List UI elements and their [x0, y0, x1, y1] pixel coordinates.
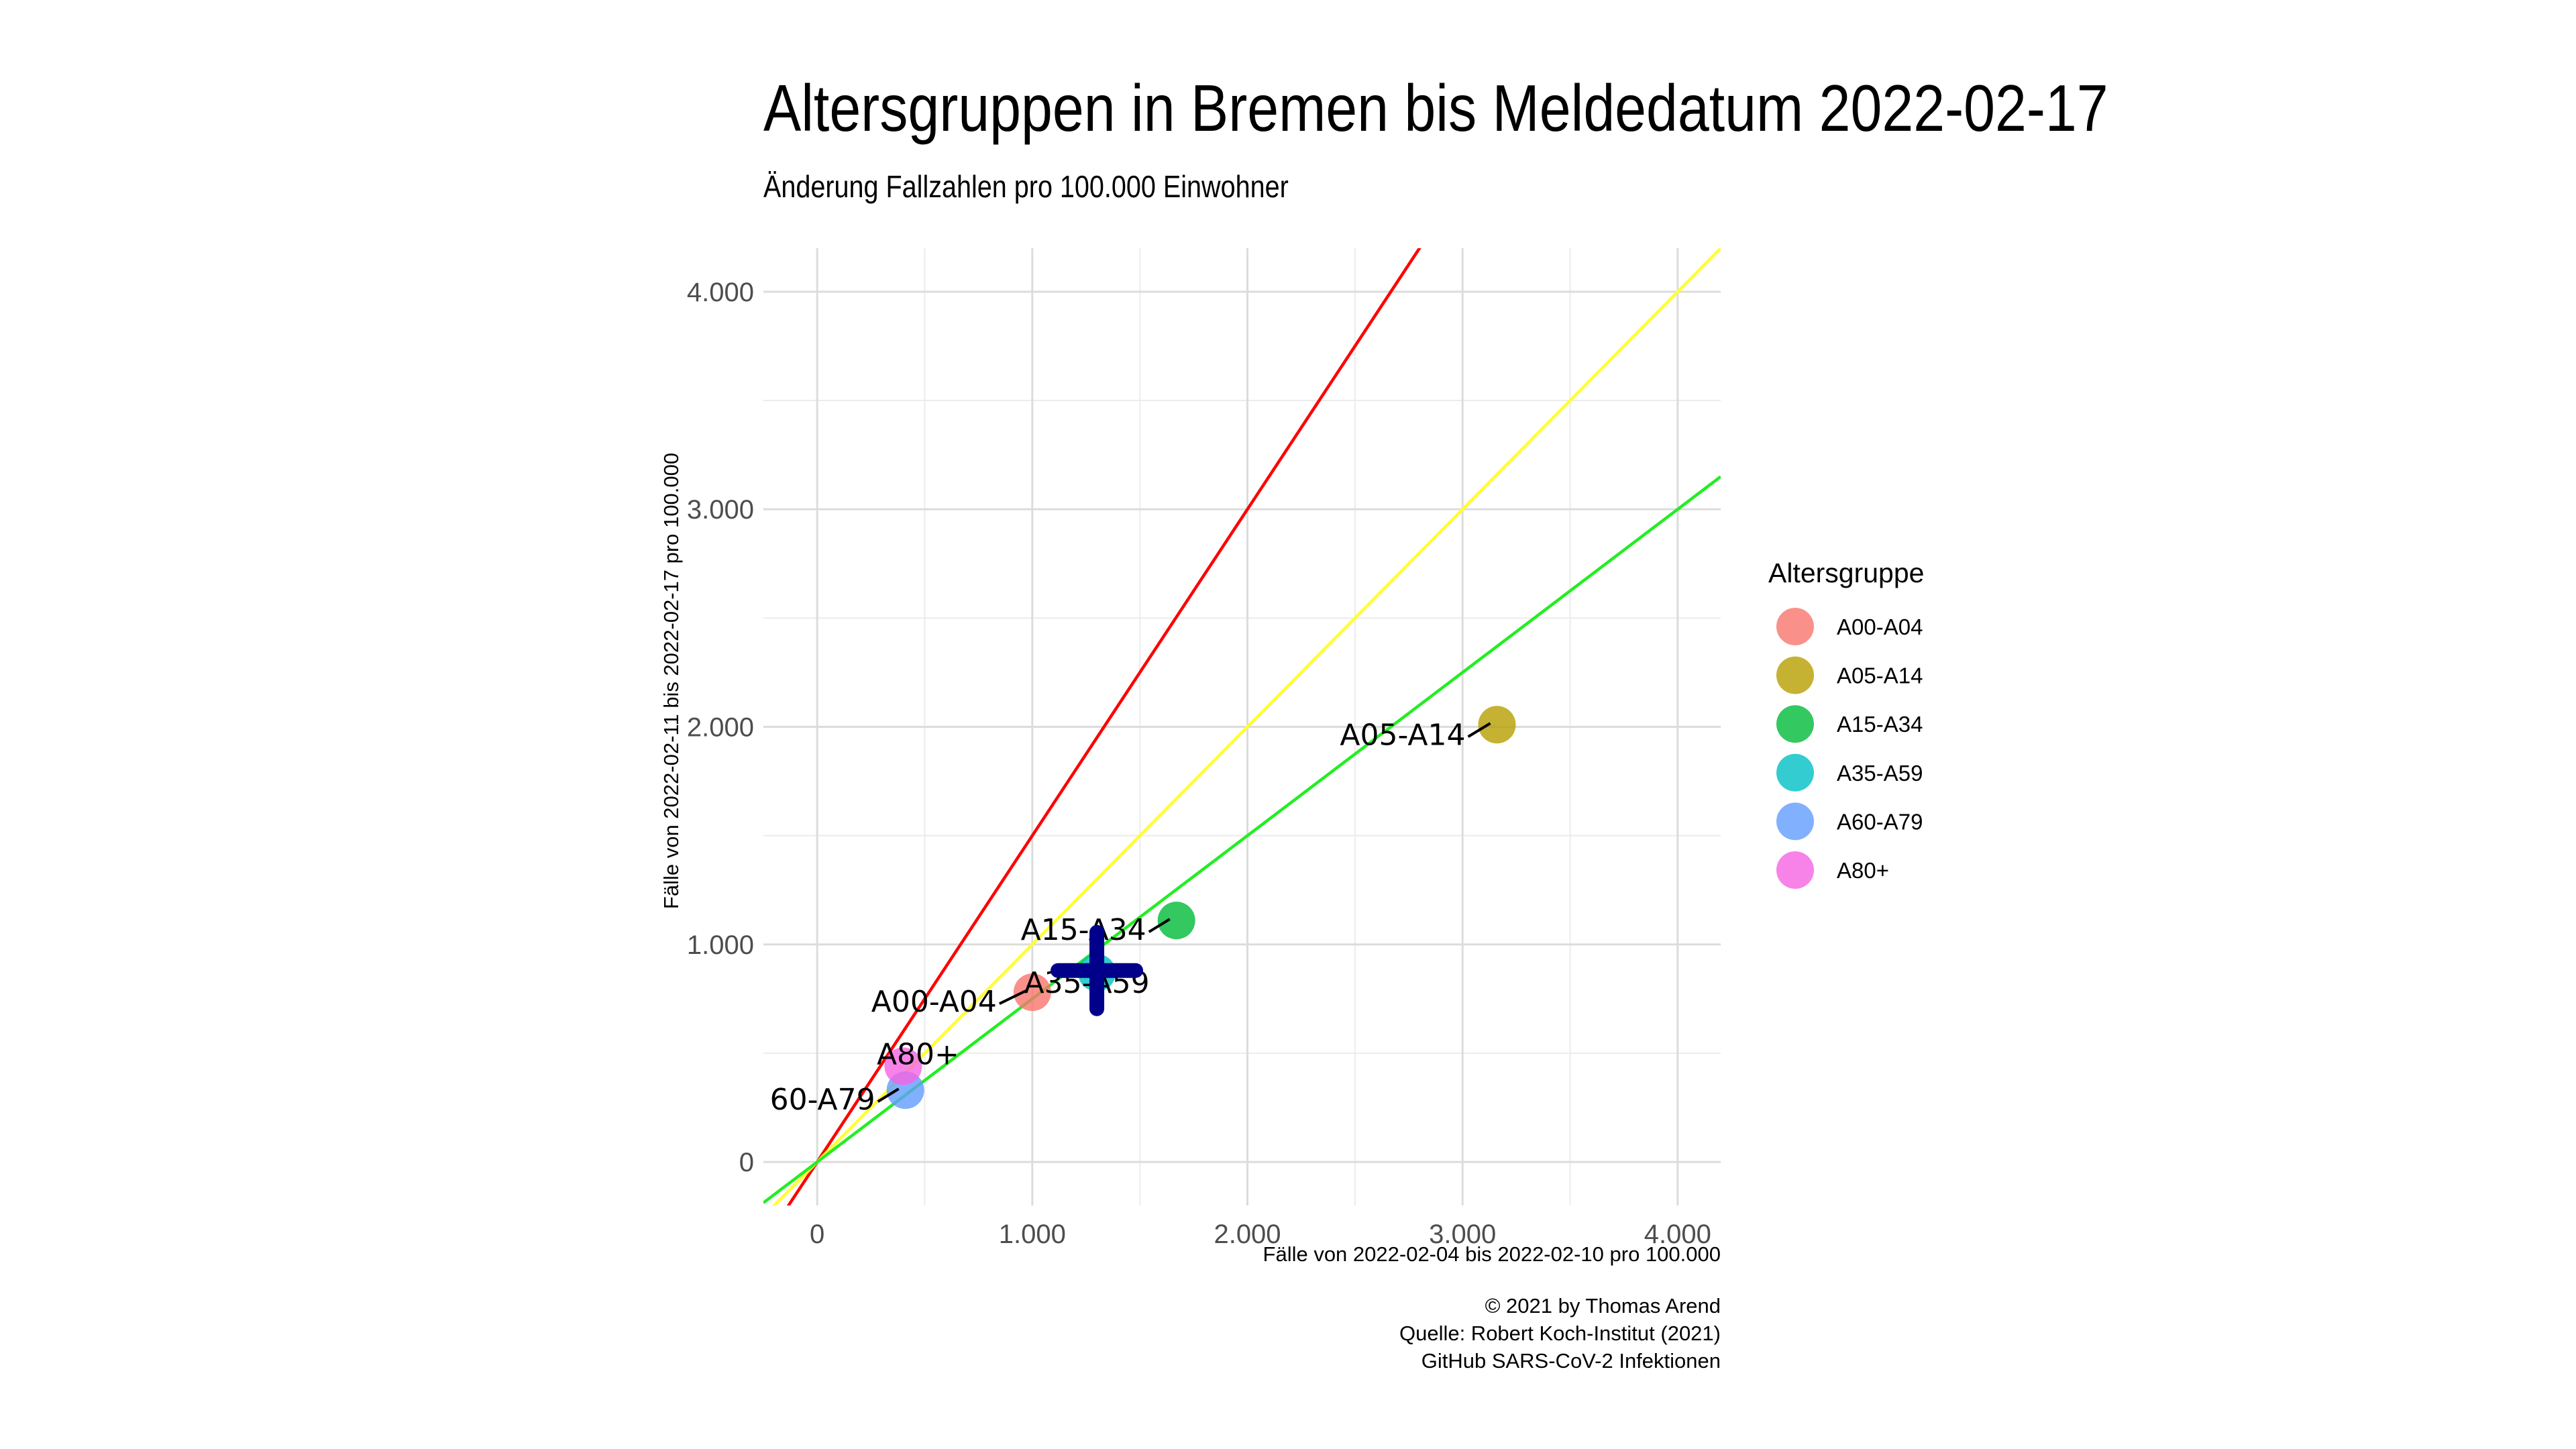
point-label: 60-A79: [770, 1083, 875, 1117]
y-tick-label: 4.000: [687, 278, 754, 307]
legend-key: [1776, 705, 1814, 743]
data-point: [1478, 706, 1516, 744]
legend-label: A05-A14: [1837, 663, 1923, 688]
y-tick-label: 2.000: [687, 713, 754, 743]
label-leader-line: [1467, 722, 1491, 738]
label-leader-line: [877, 1087, 900, 1103]
y-axis-ticks: 0 1.000 2.000 3.000 4.000: [687, 278, 754, 1177]
grid: [763, 248, 1721, 1205]
reference-line: [763, 475, 1721, 1204]
chart-subtitle: Änderung Fallzahlen pro 100.000 Einwohne…: [763, 170, 1289, 204]
x-axis-title: Fälle von 2022-02-04 bis 2022-02-10 pro …: [1263, 1242, 1721, 1266]
data-point: [1013, 973, 1051, 1012]
y-tick-label: 1.000: [687, 930, 754, 960]
legend-label: A60-A79: [1837, 809, 1923, 834]
overall-marker: [1051, 924, 1144, 1016]
point-label: A00-A04: [871, 985, 997, 1019]
legend: Altersgruppe A00-A04 A05-A14 A15-A34 A35-A5…: [1768, 557, 1924, 889]
point-label: A05-A14: [1340, 718, 1465, 752]
reference-line: [771, 248, 1721, 1205]
y-tick-label: 0: [739, 1148, 754, 1177]
label-leader-line: [1148, 918, 1171, 933]
caption-line-1: © 2021 by Thomas Arend: [1485, 1294, 1721, 1318]
point-label: A80+: [877, 1037, 959, 1071]
label-leader-line: [998, 989, 1026, 1005]
y-axis-title: Fälle von 2022-02-11 bis 2022-02-17 pro …: [659, 453, 683, 909]
legend-label: A35-A59: [1837, 761, 1923, 786]
legend-key: [1776, 753, 1814, 792]
x-tick-label: 4.000: [1644, 1220, 1711, 1249]
point-label: A15-A34: [1021, 913, 1146, 947]
legend-label: A00-A04: [1837, 614, 1923, 639]
legend-key: [1776, 656, 1814, 694]
legend-label: A15-A34: [1837, 712, 1923, 737]
caption: © 2021 by Thomas Arend Quelle: Robert Ko…: [1399, 1294, 1721, 1373]
y-tick-label: 3.000: [687, 495, 754, 525]
legend-key: [1776, 802, 1814, 841]
data-point: [884, 1047, 922, 1085]
x-tick-label: 0: [810, 1220, 824, 1249]
chart-title: Altersgruppen in Bremen bis Meldedatum 2…: [763, 72, 2108, 145]
legend-label: A80+: [1837, 858, 1889, 883]
caption-line-3: GitHub SARS-CoV-2 Infektionen: [1421, 1349, 1721, 1373]
x-axis-ticks: 0 1.000 2.000 3.000 4.000: [810, 1220, 1711, 1249]
caption-line-2: Quelle: Robert Koch-Institut (2021): [1399, 1322, 1721, 1345]
data-point: [1157, 902, 1195, 940]
legend-key: [1776, 608, 1814, 645]
x-tick-label: 2.000: [1214, 1220, 1281, 1249]
x-tick-label: 3.000: [1429, 1220, 1496, 1249]
reference-line: [786, 248, 1421, 1205]
reference-lines: [763, 248, 1721, 1205]
x-tick-label: 1.000: [999, 1220, 1066, 1249]
legend-key: [1776, 851, 1814, 889]
legend-title: Altersgruppe: [1768, 557, 1924, 588]
legend-items: A00-A04 A05-A14 A15-A34 A35-A59 A60-A79 A80+: [1776, 608, 1923, 889]
data-points: [884, 706, 1516, 1110]
